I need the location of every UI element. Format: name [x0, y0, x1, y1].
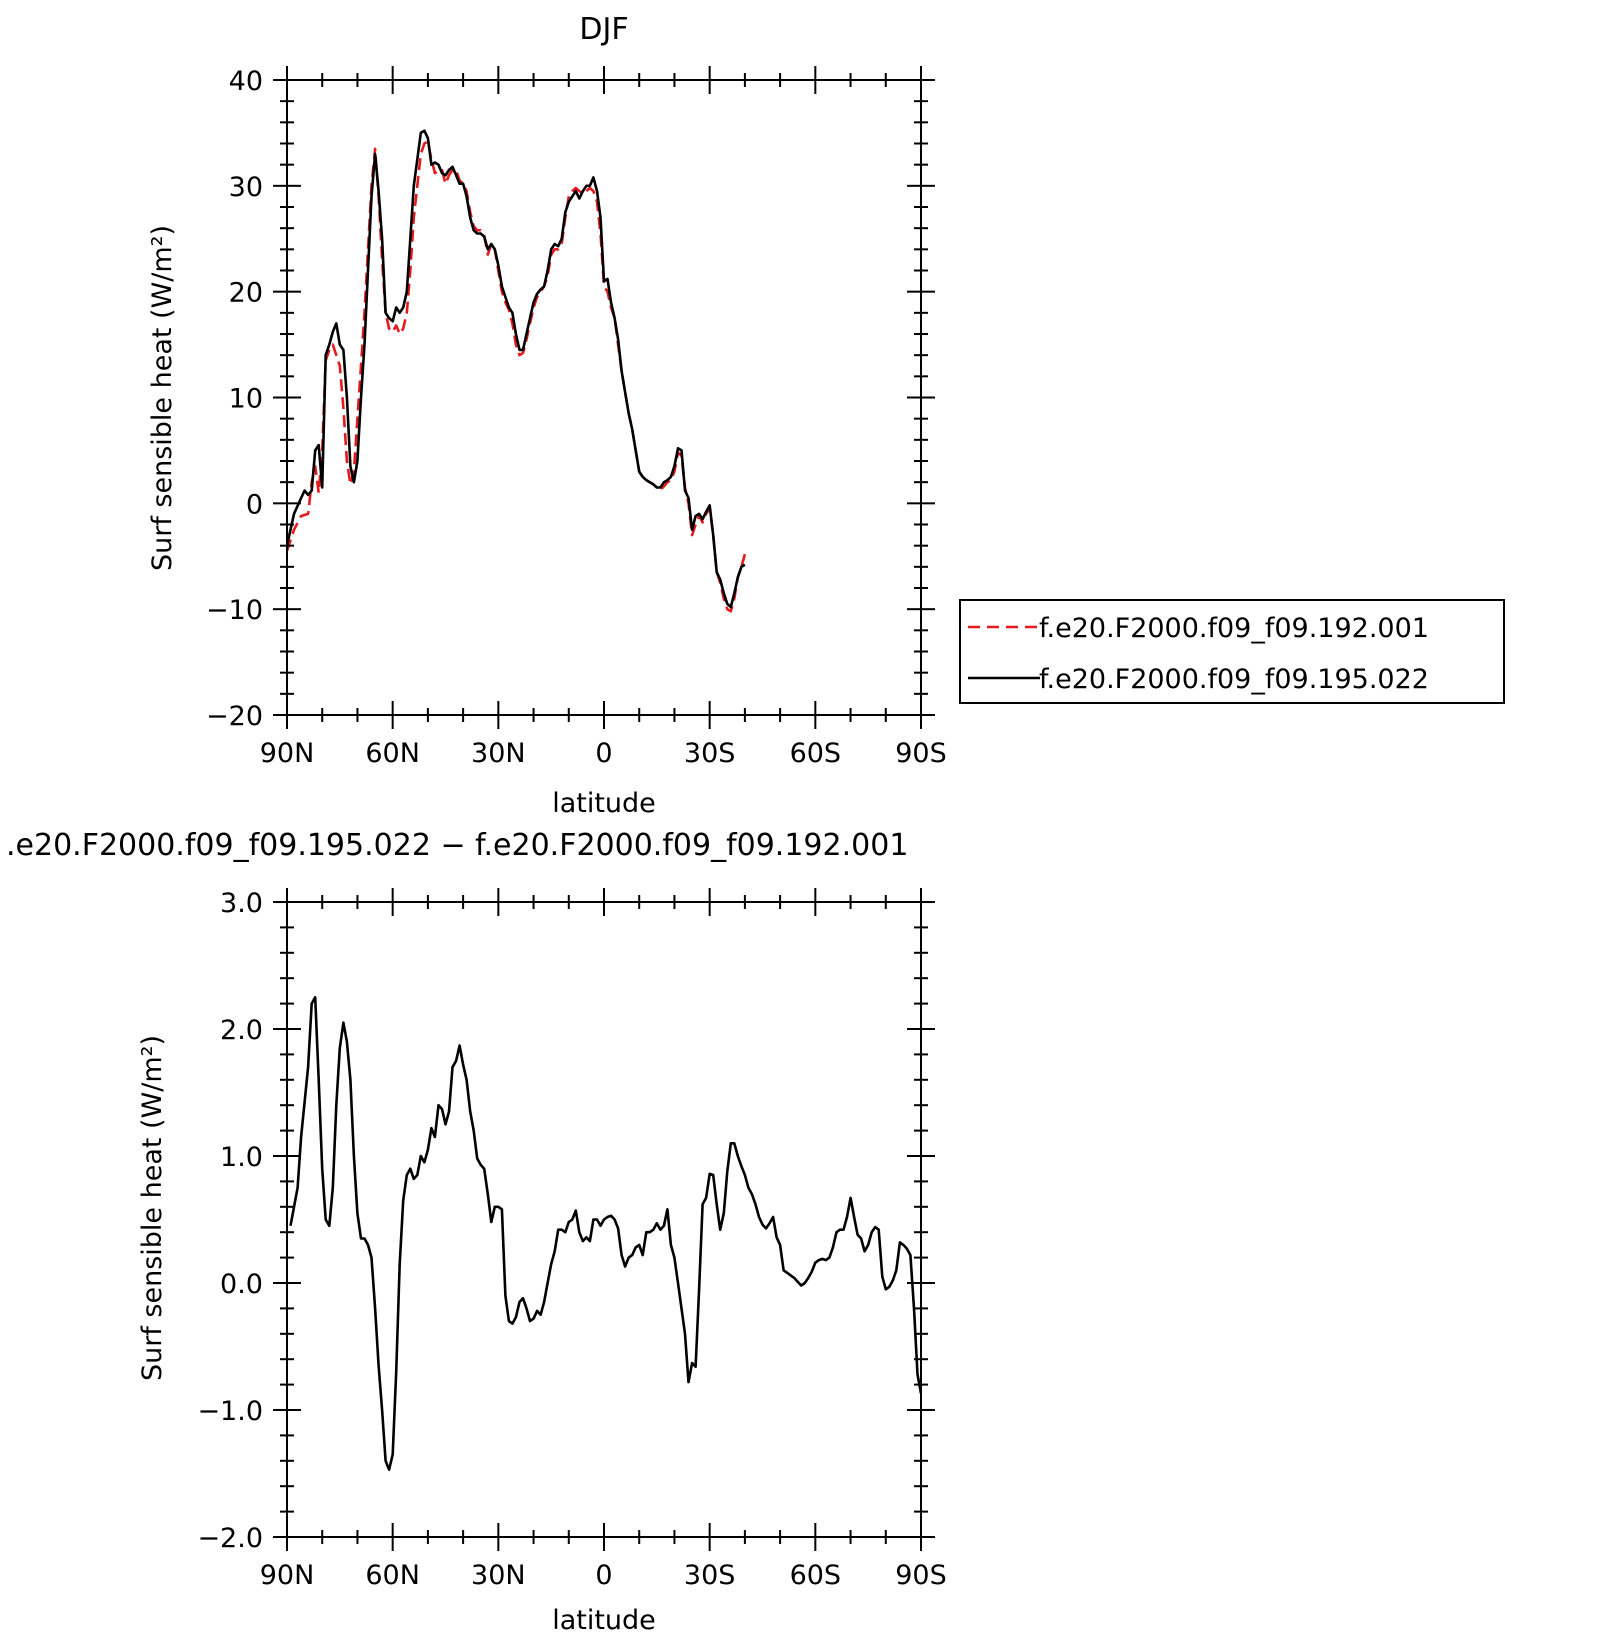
top-chart-title: DJF — [579, 12, 628, 47]
top-x-tick-label: 90S — [895, 738, 947, 769]
legend-label-195-022: f.e20.F2000.f09_f09.195.022 — [1039, 664, 1429, 695]
bottom-y-tick-label: 0.0 — [220, 1269, 263, 1300]
bottom-chart-title: .e20.F2000.f09_f09.195.022 − f.e20.F2000… — [6, 828, 908, 863]
bottom-y-axis-title: Surf sensible heat (W/m²) — [137, 1035, 168, 1381]
top-y-tick-label: 40 — [229, 66, 263, 97]
top-x-axis-title: latitude — [552, 788, 656, 819]
top-y-axis-title: Surf sensible heat (W/m²) — [147, 225, 178, 571]
top-x-tick-label: 60S — [790, 738, 842, 769]
bottom-x-tick-label: 30S — [684, 1560, 736, 1591]
top-y-tick-label: 30 — [229, 172, 263, 203]
top-x-tick-label: 30S — [684, 738, 736, 769]
top-x-tick-label: 90N — [260, 738, 315, 769]
bottom-x-tick-label: 0 — [595, 1560, 612, 1591]
bottom-y-tick-label: −1.0 — [197, 1396, 263, 1427]
top-plot-frame — [286, 79, 922, 716]
bottom-series-line-0 — [289, 996, 921, 1471]
top-series-line-1 — [287, 129, 746, 609]
top-legend: f.e20.F2000.f09_f09.192.001 f.e20.F2000.… — [959, 599, 1505, 704]
top-y-tick-label: 0 — [246, 489, 263, 520]
bottom-x-axis-title: latitude — [552, 1605, 656, 1635]
bottom-y-tick-label: 2.0 — [220, 1015, 263, 1046]
top-chart: DJF 90N 60N 30N 0 30S 60S 90S −20 −10 0 10 20 30 40 l… — [147, 12, 1505, 819]
legend-label-192-001: f.e20.F2000.f09_f09.192.001 — [1039, 613, 1429, 644]
bottom-chart: .e20.F2000.f09_f09.195.022 − f.e20.F2000… — [6, 828, 947, 1635]
bottom-x-tick-label: 90N — [260, 1560, 315, 1591]
bottom-plot-area: 90N 60N 30N 0 30S 60S 90S −2.0 −1.0 0.0 1.0 2.0 3.0 — [197, 888, 947, 1591]
bottom-y-tick-label: 1.0 — [220, 1142, 263, 1173]
bottom-x-tick-label: 60N — [365, 1560, 420, 1591]
legend-box — [959, 599, 1505, 704]
top-y-tick-label: −20 — [206, 701, 263, 732]
top-x-tick-label: 0 — [595, 738, 612, 769]
top-series-line-0 — [287, 140, 747, 613]
bottom-x-tick-label: 60S — [790, 1560, 842, 1591]
bottom-x-tick-label: 90S — [895, 1560, 947, 1591]
bottom-y-tick-label: −2.0 — [197, 1523, 263, 1554]
bottom-x-tick-label: 30N — [471, 1560, 526, 1591]
bottom-y-tick-label: 3.0 — [220, 888, 263, 919]
top-x-tick-label: 60N — [365, 738, 420, 769]
top-x-tick-label: 30N — [471, 738, 526, 769]
top-y-tick-label: 20 — [229, 278, 263, 309]
top-y-tick-label: 10 — [229, 384, 263, 415]
top-y-tick-label: −10 — [206, 595, 263, 626]
top-plot-area: 90N 60N 30N 0 30S 60S 90S −20 −10 0 10 20 30 40 — [206, 66, 947, 769]
